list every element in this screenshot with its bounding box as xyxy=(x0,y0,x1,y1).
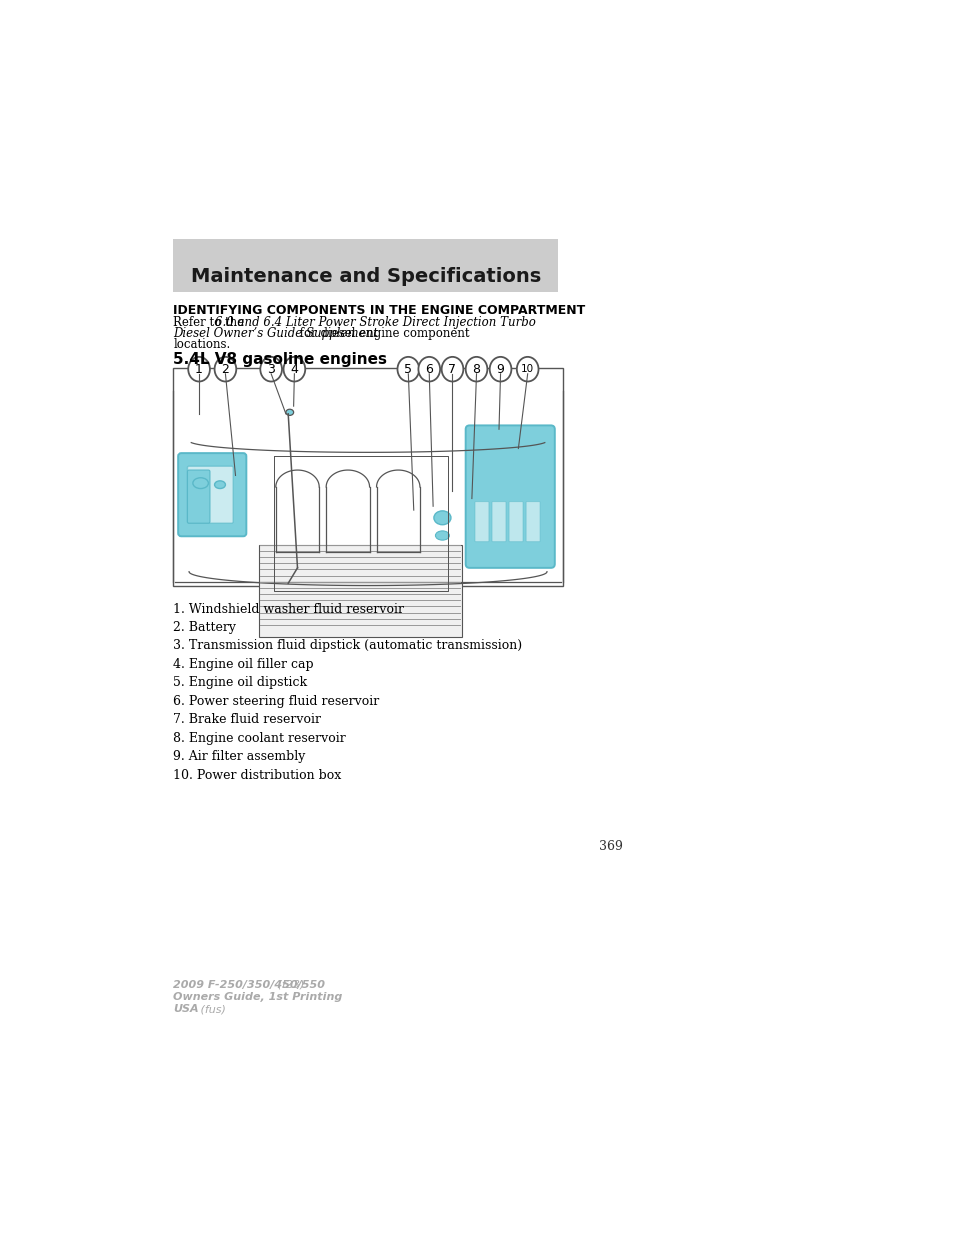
Ellipse shape xyxy=(517,357,537,382)
Text: 2. Battery: 2. Battery xyxy=(173,621,236,634)
Text: 9. Air filter assembly: 9. Air filter assembly xyxy=(173,751,306,763)
Ellipse shape xyxy=(489,357,511,382)
Text: 6.0 and 6.4 Liter Power Stroke Direct Injection Turbo: 6.0 and 6.4 Liter Power Stroke Direct In… xyxy=(214,316,535,329)
FancyBboxPatch shape xyxy=(509,501,522,542)
Text: locations.: locations. xyxy=(173,337,231,351)
FancyBboxPatch shape xyxy=(258,545,461,637)
FancyBboxPatch shape xyxy=(173,240,558,293)
Ellipse shape xyxy=(283,357,305,382)
Text: 9: 9 xyxy=(497,363,504,375)
Ellipse shape xyxy=(188,357,210,382)
Text: 3. Transmission fluid dipstick (automatic transmission): 3. Transmission fluid dipstick (automati… xyxy=(173,640,522,652)
Text: Maintenance and Specifications: Maintenance and Specifications xyxy=(191,267,540,287)
Text: Refer to the: Refer to the xyxy=(173,316,248,329)
Text: 3: 3 xyxy=(267,363,274,375)
Ellipse shape xyxy=(441,357,463,382)
Text: 8. Engine coolant reservoir: 8. Engine coolant reservoir xyxy=(173,732,346,745)
Ellipse shape xyxy=(260,357,282,382)
Text: 6: 6 xyxy=(425,363,433,375)
FancyBboxPatch shape xyxy=(525,501,539,542)
Text: (fus): (fus) xyxy=(196,1004,226,1014)
FancyBboxPatch shape xyxy=(465,425,555,568)
Text: 2: 2 xyxy=(221,363,229,375)
Text: 369: 369 xyxy=(598,840,622,852)
Text: 7: 7 xyxy=(448,363,456,375)
Text: 10. Power distribution box: 10. Power distribution box xyxy=(173,769,341,782)
Text: Diesel Owner’s Guide Supplement: Diesel Owner’s Guide Supplement xyxy=(173,327,378,340)
FancyBboxPatch shape xyxy=(187,466,233,524)
Ellipse shape xyxy=(465,357,487,382)
Text: (f23): (f23) xyxy=(274,979,304,989)
Text: 2009 F-250/350/450/550: 2009 F-250/350/450/550 xyxy=(173,979,325,989)
Text: 4. Engine oil filler cap: 4. Engine oil filler cap xyxy=(173,658,314,671)
Text: 5.4L V8 gasoline engines: 5.4L V8 gasoline engines xyxy=(173,352,387,367)
Text: 8: 8 xyxy=(472,363,480,375)
Ellipse shape xyxy=(434,511,451,525)
Ellipse shape xyxy=(193,478,208,489)
FancyBboxPatch shape xyxy=(187,471,210,524)
Text: 7. Brake fluid reservoir: 7. Brake fluid reservoir xyxy=(173,714,321,726)
Ellipse shape xyxy=(214,357,236,382)
FancyBboxPatch shape xyxy=(178,453,246,536)
FancyBboxPatch shape xyxy=(492,501,505,542)
Ellipse shape xyxy=(214,480,225,489)
Text: 5. Engine oil dipstick: 5. Engine oil dipstick xyxy=(173,677,307,689)
Text: USA: USA xyxy=(173,1004,199,1014)
Text: IDENTIFYING COMPONENTS IN THE ENGINE COMPARTMENT: IDENTIFYING COMPONENTS IN THE ENGINE COM… xyxy=(173,304,585,316)
Text: 4: 4 xyxy=(290,363,298,375)
FancyBboxPatch shape xyxy=(475,501,488,542)
Text: Owners Guide, 1st Printing: Owners Guide, 1st Printing xyxy=(173,992,342,1002)
Text: for diesel engine component: for diesel engine component xyxy=(295,327,469,340)
Text: 1. Windshield washer fluid reservoir: 1. Windshield washer fluid reservoir xyxy=(173,603,404,615)
Text: 10: 10 xyxy=(520,364,534,374)
Ellipse shape xyxy=(418,357,439,382)
Ellipse shape xyxy=(397,357,418,382)
Text: 1: 1 xyxy=(195,363,203,375)
FancyBboxPatch shape xyxy=(173,368,562,585)
Ellipse shape xyxy=(435,531,449,540)
Ellipse shape xyxy=(286,409,294,415)
Text: 5: 5 xyxy=(404,363,412,375)
Text: 6. Power steering fluid reservoir: 6. Power steering fluid reservoir xyxy=(173,695,379,708)
